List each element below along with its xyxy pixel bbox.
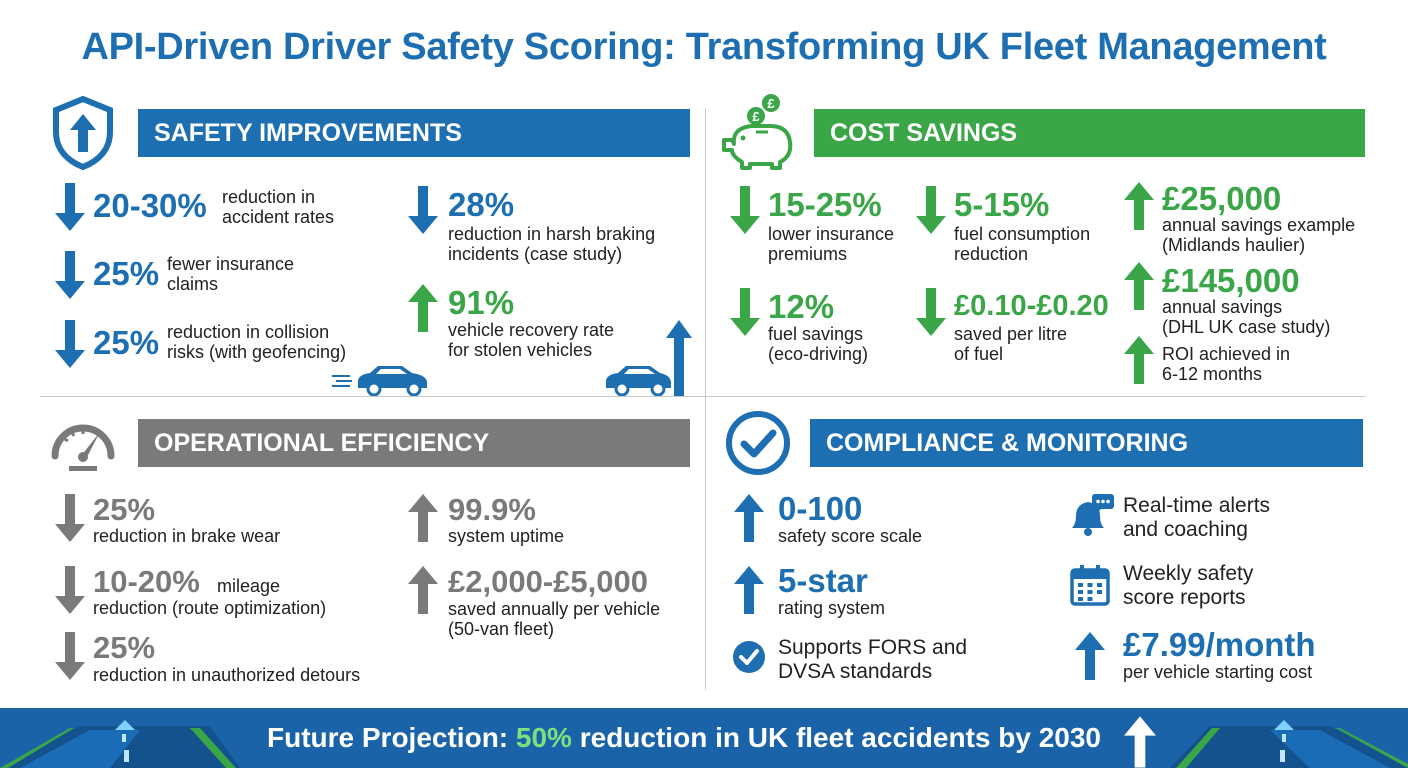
safety-stat-accidents: 20-30% reduction in accident rates [55,183,334,236]
ops-stat-mileage: 10-20% mileage reduction (route optimiza… [55,564,326,619]
arrow-up-icon [1124,336,1154,384]
speedometer-icon [51,424,115,471]
safety-stat-collision: 25% reduction in collision risks (with ge… [55,320,346,373]
vertical-divider [705,108,706,690]
cost-stat-midlands: £25,000 annual savings example (Midlands … [1124,180,1355,255]
arrow-up-icon [734,566,764,614]
bell-chat-icon [1072,494,1114,536]
piggy-bank-icon: £ £ [722,94,793,170]
ops-stat-per-vehicle: £2,000-£5,000 saved annually per vehicle… [408,564,660,639]
compliance-stat-reports: Weekly safety score reports [1070,562,1253,611]
ops-heading: OPERATIONAL EFFICIENCY [138,419,690,467]
safety-stat-recovery: 91% vehicle recovery rate for stolen vehi… [408,284,614,360]
cost-stat-per-litre: £0.10-£0.20 saved per litre of fuel [916,288,1109,364]
compliance-stat-score-scale: 0-100 safety score scale [734,490,922,547]
cost-stat-premiums: 15-25% lower insurance premiums [730,186,894,264]
arrow-down-icon [55,320,85,368]
arrow-down-icon [730,288,760,336]
calendar-icon [1070,565,1110,606]
cost-stat-dhl: £145,000 annual savings (DHL UK case stud… [1124,262,1330,337]
svg-text:£: £ [767,96,775,111]
compliance-heading: COMPLIANCE & MONITORING [810,419,1363,467]
arrow-down-icon [916,288,946,336]
arrow-down-icon [55,632,85,680]
arrow-up-icon [408,566,438,614]
arrow-down-icon [408,186,438,234]
arrow-down-icon [55,183,85,231]
arrow-up-icon [408,494,438,542]
shield-arrow-up-icon [53,96,113,170]
cost-stat-fuel-savings: 12% fuel savings (eco-driving) [730,288,868,364]
car-icon [332,366,427,396]
arrow-down-icon [916,186,946,234]
cost-heading: COST SAVINGS [814,109,1365,157]
safety-stat-claims: 25% fewer insurance claims [55,251,294,304]
road-right-icon [1170,720,1408,768]
arrow-up-icon [734,494,764,542]
compliance-stat-cost: £7.99/month per vehicle starting cost [1074,626,1316,685]
compliance-stat-alerts: Real-time alerts and coaching [1068,492,1270,543]
compliance-stat-fors: Supports FORS and DVSA standards [732,636,967,683]
ops-stat-uptime: 99.9% system uptime [408,492,564,547]
page-title: API-Driven Driver Safety Scoring: Transf… [81,26,1327,68]
arrow-down-icon [730,186,760,234]
footer-banner: Future Projection: 50% reduction in UK f… [0,708,1408,768]
arrow-up-icon [1124,182,1154,230]
arrow-down-icon [55,494,85,542]
arrow-up-icon [408,284,438,332]
arrow-up-icon [1124,262,1154,310]
arrow-up-icon [1074,632,1106,680]
footer-projection: Future Projection: 50% reduction in UK f… [267,722,1101,753]
cost-stat-roi: ROI achieved in 6-12 months [1124,336,1290,389]
safety-heading: SAFETY IMPROVEMENTS [138,109,690,157]
arrow-up-icon [1124,716,1156,768]
ops-stat-detours: 25% reduction in unauthorized detours [55,630,360,685]
ops-stat-brake-wear: 25% reduction in brake wear [55,492,280,547]
horizontal-divider [40,396,1365,397]
cost-stat-fuel-consumption: 5-15% fuel consumption reduction [916,186,1090,264]
safety-stat-braking: 28% reduction in harsh braking incidents … [408,186,655,264]
compliance-stat-rating: 5-star rating system [734,562,885,619]
arrow-down-icon [55,566,85,614]
check-badge-icon [733,641,765,673]
svg-text:£: £ [752,109,760,124]
check-circle-icon [726,411,790,475]
arrow-down-icon [55,251,85,299]
car-rising-arrow-icon [606,320,692,396]
road-left-icon [0,720,240,768]
